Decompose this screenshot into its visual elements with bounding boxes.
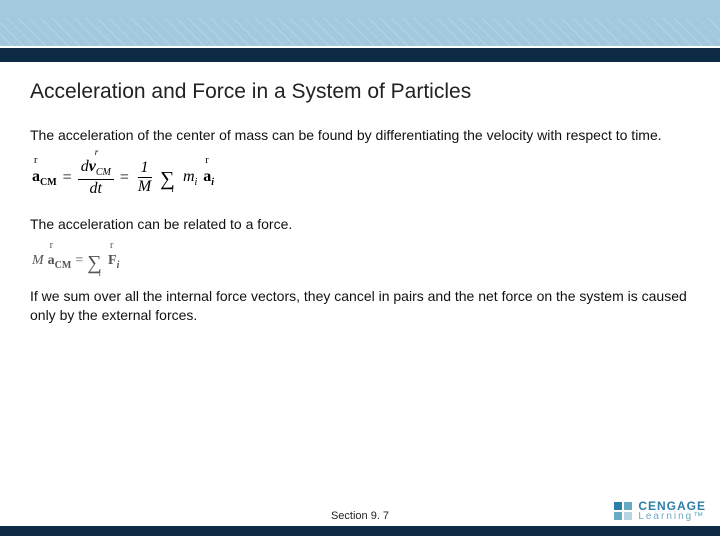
slide-title: Acceleration and Force in a System of Pa… bbox=[30, 80, 690, 104]
fraction-dvdt: dvCM dt bbox=[78, 159, 114, 197]
equation-2: M raCM = ∑i rFi bbox=[32, 250, 119, 273]
term-big-m: M bbox=[32, 253, 44, 269]
footer-bar bbox=[0, 526, 720, 536]
logo-text: CENGAGE Learning™ bbox=[638, 500, 706, 522]
equals-1: = bbox=[63, 169, 72, 187]
footer-white-strip bbox=[0, 536, 720, 540]
slide-content: Acceleration and Force in a System of Pa… bbox=[0, 62, 720, 325]
equals-2: = bbox=[120, 169, 129, 187]
equals-3: = bbox=[75, 253, 83, 269]
section-label: Section 9. 7 bbox=[0, 510, 720, 522]
sum-symbol: ∑i bbox=[160, 166, 177, 189]
vector-fi: rFi bbox=[108, 253, 119, 271]
cengage-logo: CENGAGE Learning™ bbox=[614, 500, 706, 522]
vector-a-cm: raCM bbox=[32, 168, 57, 188]
logo-mark-icon bbox=[614, 502, 632, 520]
header-band bbox=[0, 0, 720, 62]
vector-ai: rai bbox=[203, 168, 214, 188]
sum-symbol-2: ∑i bbox=[87, 250, 104, 273]
paragraph-2: The acceleration can be related to a for… bbox=[30, 215, 690, 234]
fraction-1-over-m: 1 M bbox=[135, 160, 154, 195]
equation-1: raCM = dvCM dt = 1 M ∑i mirai bbox=[32, 159, 690, 197]
logo-subbrand: Learning™ bbox=[638, 512, 706, 522]
vector-a-cm-2: raCM bbox=[48, 253, 72, 271]
paragraph-3: If we sum over all the internal force ve… bbox=[30, 287, 690, 325]
header-light-band bbox=[0, 0, 720, 46]
footer: Section 9. 7 CENGAGE Learning™ bbox=[0, 496, 720, 540]
header-dark-bar bbox=[0, 48, 720, 62]
paragraph-1: The acceleration of the center of mass c… bbox=[30, 126, 690, 145]
term-mi: mi bbox=[183, 168, 197, 188]
